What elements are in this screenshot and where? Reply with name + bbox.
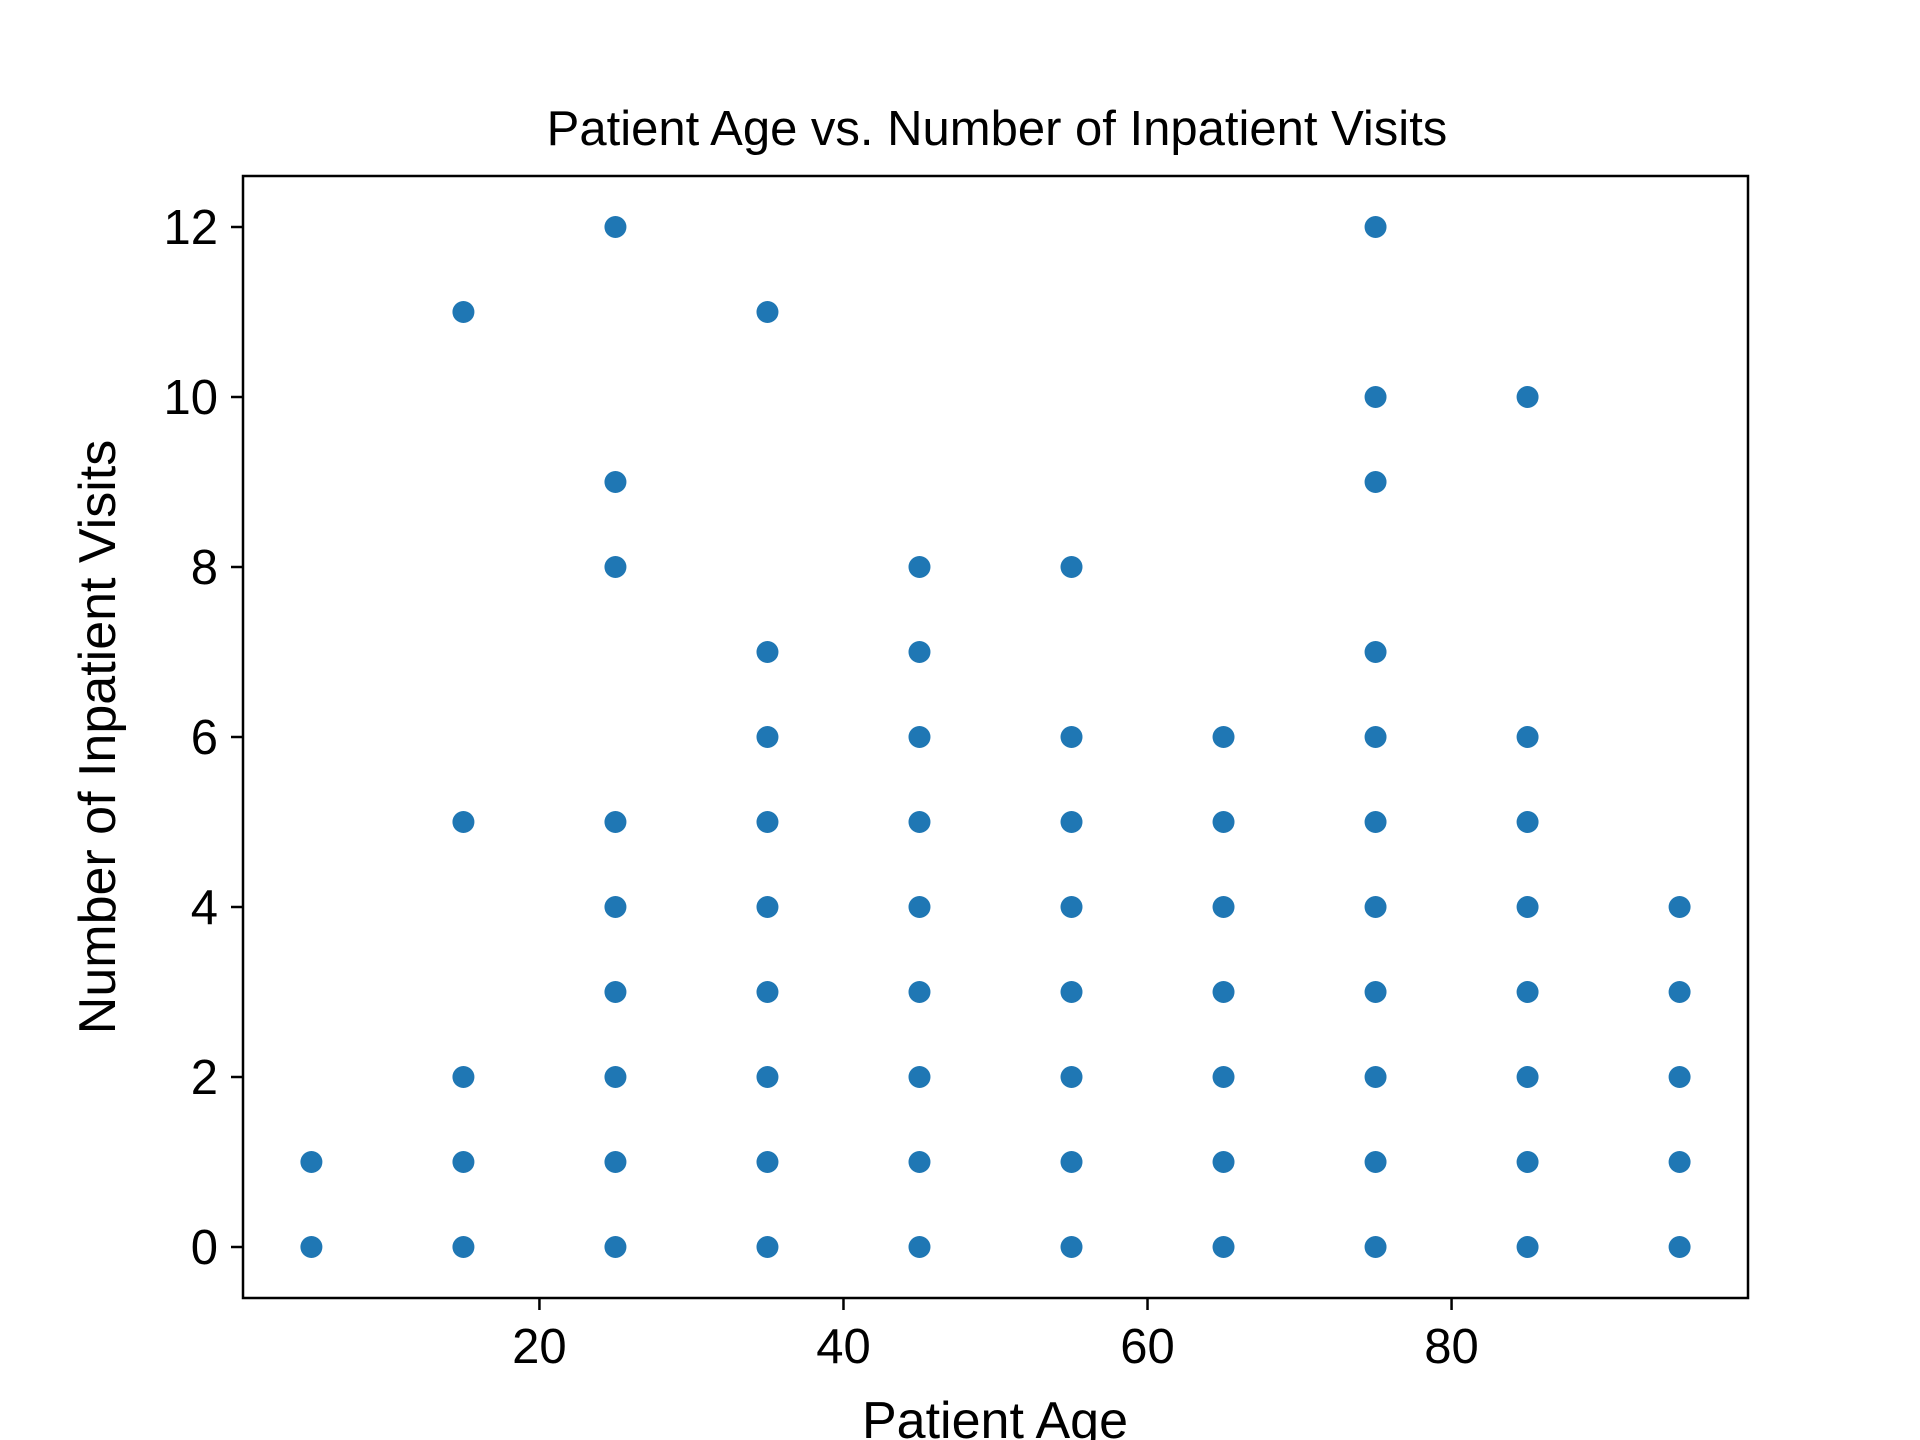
data-point: [1212, 726, 1235, 748]
data-point: [1516, 1236, 1539, 1258]
x-tick-label: 80: [1424, 1320, 1479, 1374]
y-axis-ticks: 0 2 4 6 8 10 12: [163, 201, 243, 1275]
data-point: [756, 1151, 779, 1173]
data-point: [1060, 1236, 1083, 1258]
data-point: [452, 1066, 475, 1088]
data-point: [452, 1151, 475, 1173]
data-point: [1516, 981, 1539, 1003]
x-tick-label: 20: [512, 1320, 567, 1374]
data-point: [756, 301, 779, 323]
data-point: [1668, 981, 1691, 1003]
data-point: [1516, 811, 1539, 833]
data-points: [300, 216, 1691, 1258]
data-point: [1212, 811, 1235, 833]
data-point: [604, 896, 627, 918]
x-tick-label: 60: [1120, 1320, 1175, 1374]
x-tick-label: 40: [816, 1320, 871, 1374]
y-tick-label: 6: [191, 711, 218, 765]
data-point: [1060, 726, 1083, 748]
data-point: [452, 1236, 475, 1258]
data-point: [300, 1151, 323, 1173]
data-point: [1516, 896, 1539, 918]
data-point: [452, 811, 475, 833]
data-point: [604, 556, 627, 578]
data-point: [1060, 981, 1083, 1003]
data-point: [1364, 811, 1387, 833]
y-tick-label: 10: [163, 371, 218, 425]
y-tick-label: 12: [163, 201, 218, 255]
data-point: [1364, 726, 1387, 748]
data-point: [756, 896, 779, 918]
data-point: [452, 301, 475, 323]
data-point: [1364, 1151, 1387, 1173]
data-point: [1516, 1151, 1539, 1173]
data-point: [756, 811, 779, 833]
data-point: [1060, 556, 1083, 578]
data-point: [756, 726, 779, 748]
data-point: [1060, 1151, 1083, 1173]
y-tick-label: 2: [191, 1051, 218, 1105]
data-point: [604, 471, 627, 493]
data-point: [908, 981, 931, 1003]
data-point: [1668, 1236, 1691, 1258]
data-point: [1516, 386, 1539, 408]
data-point: [908, 896, 931, 918]
data-point: [1212, 981, 1235, 1003]
data-point: [1060, 1066, 1083, 1088]
data-point: [1364, 386, 1387, 408]
data-point: [908, 641, 931, 663]
data-point: [756, 1236, 779, 1258]
data-point: [1060, 811, 1083, 833]
y-axis-label: Number of Inpatient Visits: [69, 440, 127, 1034]
x-axis-ticks: 20 40 60 80: [512, 1298, 1479, 1374]
data-point: [604, 1066, 627, 1088]
data-point: [908, 1066, 931, 1088]
y-tick-label: 8: [191, 541, 218, 595]
data-point: [756, 1066, 779, 1088]
y-tick-label: 0: [191, 1221, 218, 1275]
data-point: [1364, 641, 1387, 663]
data-point: [1364, 471, 1387, 493]
data-point: [1364, 896, 1387, 918]
data-point: [1668, 1151, 1691, 1173]
data-point: [908, 1236, 931, 1258]
data-point: [1060, 896, 1083, 918]
x-axis-label: Patient Age: [862, 1392, 1128, 1440]
data-point: [1212, 896, 1235, 918]
chart-title: Patient Age vs. Number of Inpatient Visi…: [547, 102, 1448, 156]
data-point: [1516, 726, 1539, 748]
data-point: [1212, 1151, 1235, 1173]
plot-frame: [241, 174, 1750, 1300]
y-tick-label: 4: [191, 881, 218, 935]
data-point: [1516, 1066, 1539, 1088]
data-point: [1364, 1066, 1387, 1088]
data-point: [908, 1151, 931, 1173]
data-point: [1668, 1066, 1691, 1088]
data-point: [604, 981, 627, 1003]
data-point: [908, 811, 931, 833]
data-point: [300, 1236, 323, 1258]
data-point: [604, 1151, 627, 1173]
data-point: [1212, 1236, 1235, 1258]
data-point: [1364, 981, 1387, 1003]
data-point: [756, 641, 779, 663]
data-point: [604, 216, 627, 238]
data-point: [1668, 896, 1691, 918]
data-point: [756, 981, 779, 1003]
data-point: [908, 556, 931, 578]
data-point: [604, 1236, 627, 1258]
data-point: [1364, 216, 1387, 238]
data-point: [1364, 1236, 1387, 1258]
data-point: [604, 811, 627, 833]
data-point: [908, 726, 931, 748]
data-point: [1212, 1066, 1235, 1088]
